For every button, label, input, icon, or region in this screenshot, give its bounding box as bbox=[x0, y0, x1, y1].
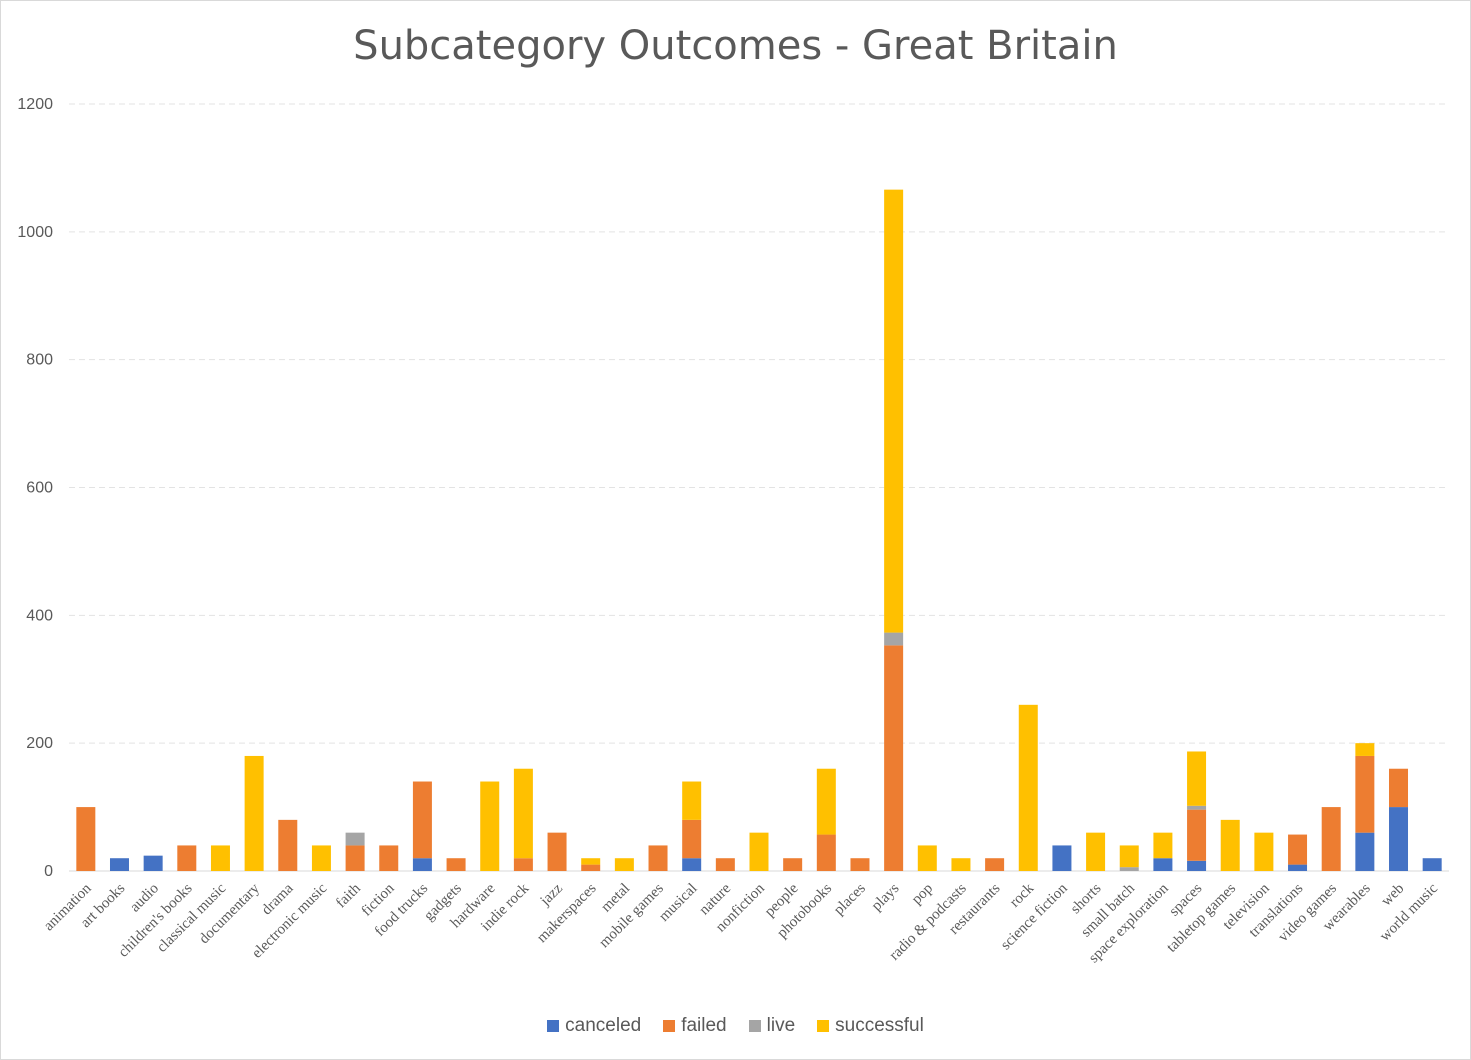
bar-segment-failed bbox=[513, 858, 533, 871]
x-tick-label: musical bbox=[656, 881, 700, 925]
legend-label: failed bbox=[681, 1015, 727, 1036]
y-tick-label: 0 bbox=[44, 863, 53, 880]
legend-item-canceled: canceled bbox=[547, 1015, 641, 1037]
bar-segment-canceled bbox=[1389, 807, 1409, 871]
bar-segment-failed bbox=[850, 858, 870, 871]
legend-item-live: live bbox=[748, 1015, 796, 1037]
bar-segment-live bbox=[1119, 867, 1139, 871]
bar-segment-successful bbox=[480, 781, 500, 871]
bar-segment-successful bbox=[1086, 832, 1106, 871]
bar-segment-successful bbox=[1355, 743, 1375, 756]
bar-segment-live bbox=[345, 832, 365, 846]
bar-segment-failed bbox=[547, 832, 567, 871]
bar-segment-successful bbox=[513, 768, 533, 859]
legend-item-successful: successful bbox=[817, 1015, 924, 1037]
legend-swatch bbox=[748, 1020, 761, 1032]
bar-segment-failed bbox=[783, 858, 803, 871]
bar-segment-failed bbox=[985, 858, 1005, 871]
bar-segment-successful bbox=[884, 189, 904, 633]
chart-legend: canceled failed live successful bbox=[1, 1015, 1470, 1037]
bar-segment-canceled bbox=[1052, 845, 1072, 871]
bar-segment-successful bbox=[1187, 751, 1207, 806]
bar-segment-failed bbox=[884, 645, 904, 871]
bar-segment-failed bbox=[816, 834, 836, 871]
bar-segment-failed bbox=[1355, 755, 1375, 833]
legend-swatch bbox=[547, 1020, 560, 1032]
bar-segment-successful bbox=[311, 845, 331, 871]
bar-segment-failed bbox=[379, 845, 399, 871]
bar-segment-successful bbox=[1254, 832, 1274, 871]
bar-segment-failed bbox=[1187, 809, 1207, 861]
bar-segment-successful bbox=[816, 768, 836, 835]
legend-item-failed: failed bbox=[663, 1015, 727, 1037]
legend-label: canceled bbox=[565, 1015, 642, 1036]
y-tick-label: 600 bbox=[26, 480, 53, 497]
bar-segment-successful bbox=[581, 858, 601, 865]
y-tick-label: 1000 bbox=[17, 224, 53, 241]
bar-segment-failed bbox=[446, 858, 466, 871]
bar-segment-successful bbox=[1153, 832, 1173, 859]
y-tick-label: 800 bbox=[26, 352, 53, 369]
bar-segment-failed bbox=[715, 858, 735, 871]
bar-segment-successful bbox=[244, 755, 264, 871]
bar-segment-successful bbox=[1119, 845, 1139, 868]
bar-segment-failed bbox=[278, 819, 298, 871]
bar-segment-failed bbox=[1321, 807, 1341, 871]
bar-segment-canceled bbox=[143, 855, 163, 871]
bar-segment-live bbox=[1187, 805, 1207, 810]
y-tick-label: 400 bbox=[26, 607, 53, 624]
bar-segment-successful bbox=[682, 781, 702, 820]
bar-segment-failed bbox=[345, 845, 365, 871]
bar-segment-successful bbox=[614, 858, 634, 871]
bar-segment-successful bbox=[749, 832, 769, 871]
bar-segment-successful bbox=[917, 845, 937, 871]
y-tick-label: 200 bbox=[26, 735, 53, 752]
legend-swatch bbox=[817, 1020, 830, 1032]
bar-segment-failed bbox=[1389, 768, 1409, 808]
x-tick-label: plays bbox=[869, 880, 903, 914]
chart-title: Subcategory Outcomes - Great Britain bbox=[353, 23, 1118, 69]
x-tick-label: pop bbox=[909, 881, 936, 908]
bar-segment-canceled bbox=[1187, 860, 1207, 871]
y-tick-label: 1200 bbox=[17, 96, 53, 113]
legend-label: live bbox=[766, 1015, 796, 1036]
bar-segment-failed bbox=[682, 819, 702, 859]
bar-segment-successful bbox=[1018, 704, 1038, 871]
legend-swatch bbox=[663, 1020, 676, 1032]
bar-segment-failed bbox=[648, 845, 668, 871]
x-tick-label: places bbox=[831, 880, 869, 918]
bar-segment-live bbox=[884, 632, 904, 646]
bar-segment-canceled bbox=[682, 858, 702, 871]
bar-segment-failed bbox=[581, 864, 601, 871]
bar-segment-canceled bbox=[1153, 858, 1173, 871]
bar-segment-failed bbox=[177, 845, 197, 871]
x-tick-label: web bbox=[1378, 881, 1407, 910]
bar-segment-successful bbox=[1220, 819, 1240, 871]
x-tick-label: jazz bbox=[537, 880, 566, 909]
bar-segment-canceled bbox=[1288, 864, 1308, 871]
legend-label: successful bbox=[835, 1015, 924, 1036]
bar-segment-failed bbox=[412, 781, 432, 859]
bar-segment-successful bbox=[951, 858, 971, 871]
bar-segment-failed bbox=[1288, 834, 1308, 865]
bar-segment-successful bbox=[210, 845, 230, 871]
bar-segment-canceled bbox=[109, 858, 129, 871]
bar-segment-failed bbox=[76, 807, 96, 871]
bar-segment-canceled bbox=[1422, 858, 1442, 871]
bar-segment-canceled bbox=[1355, 832, 1375, 871]
bar-segment-canceled bbox=[412, 858, 432, 871]
